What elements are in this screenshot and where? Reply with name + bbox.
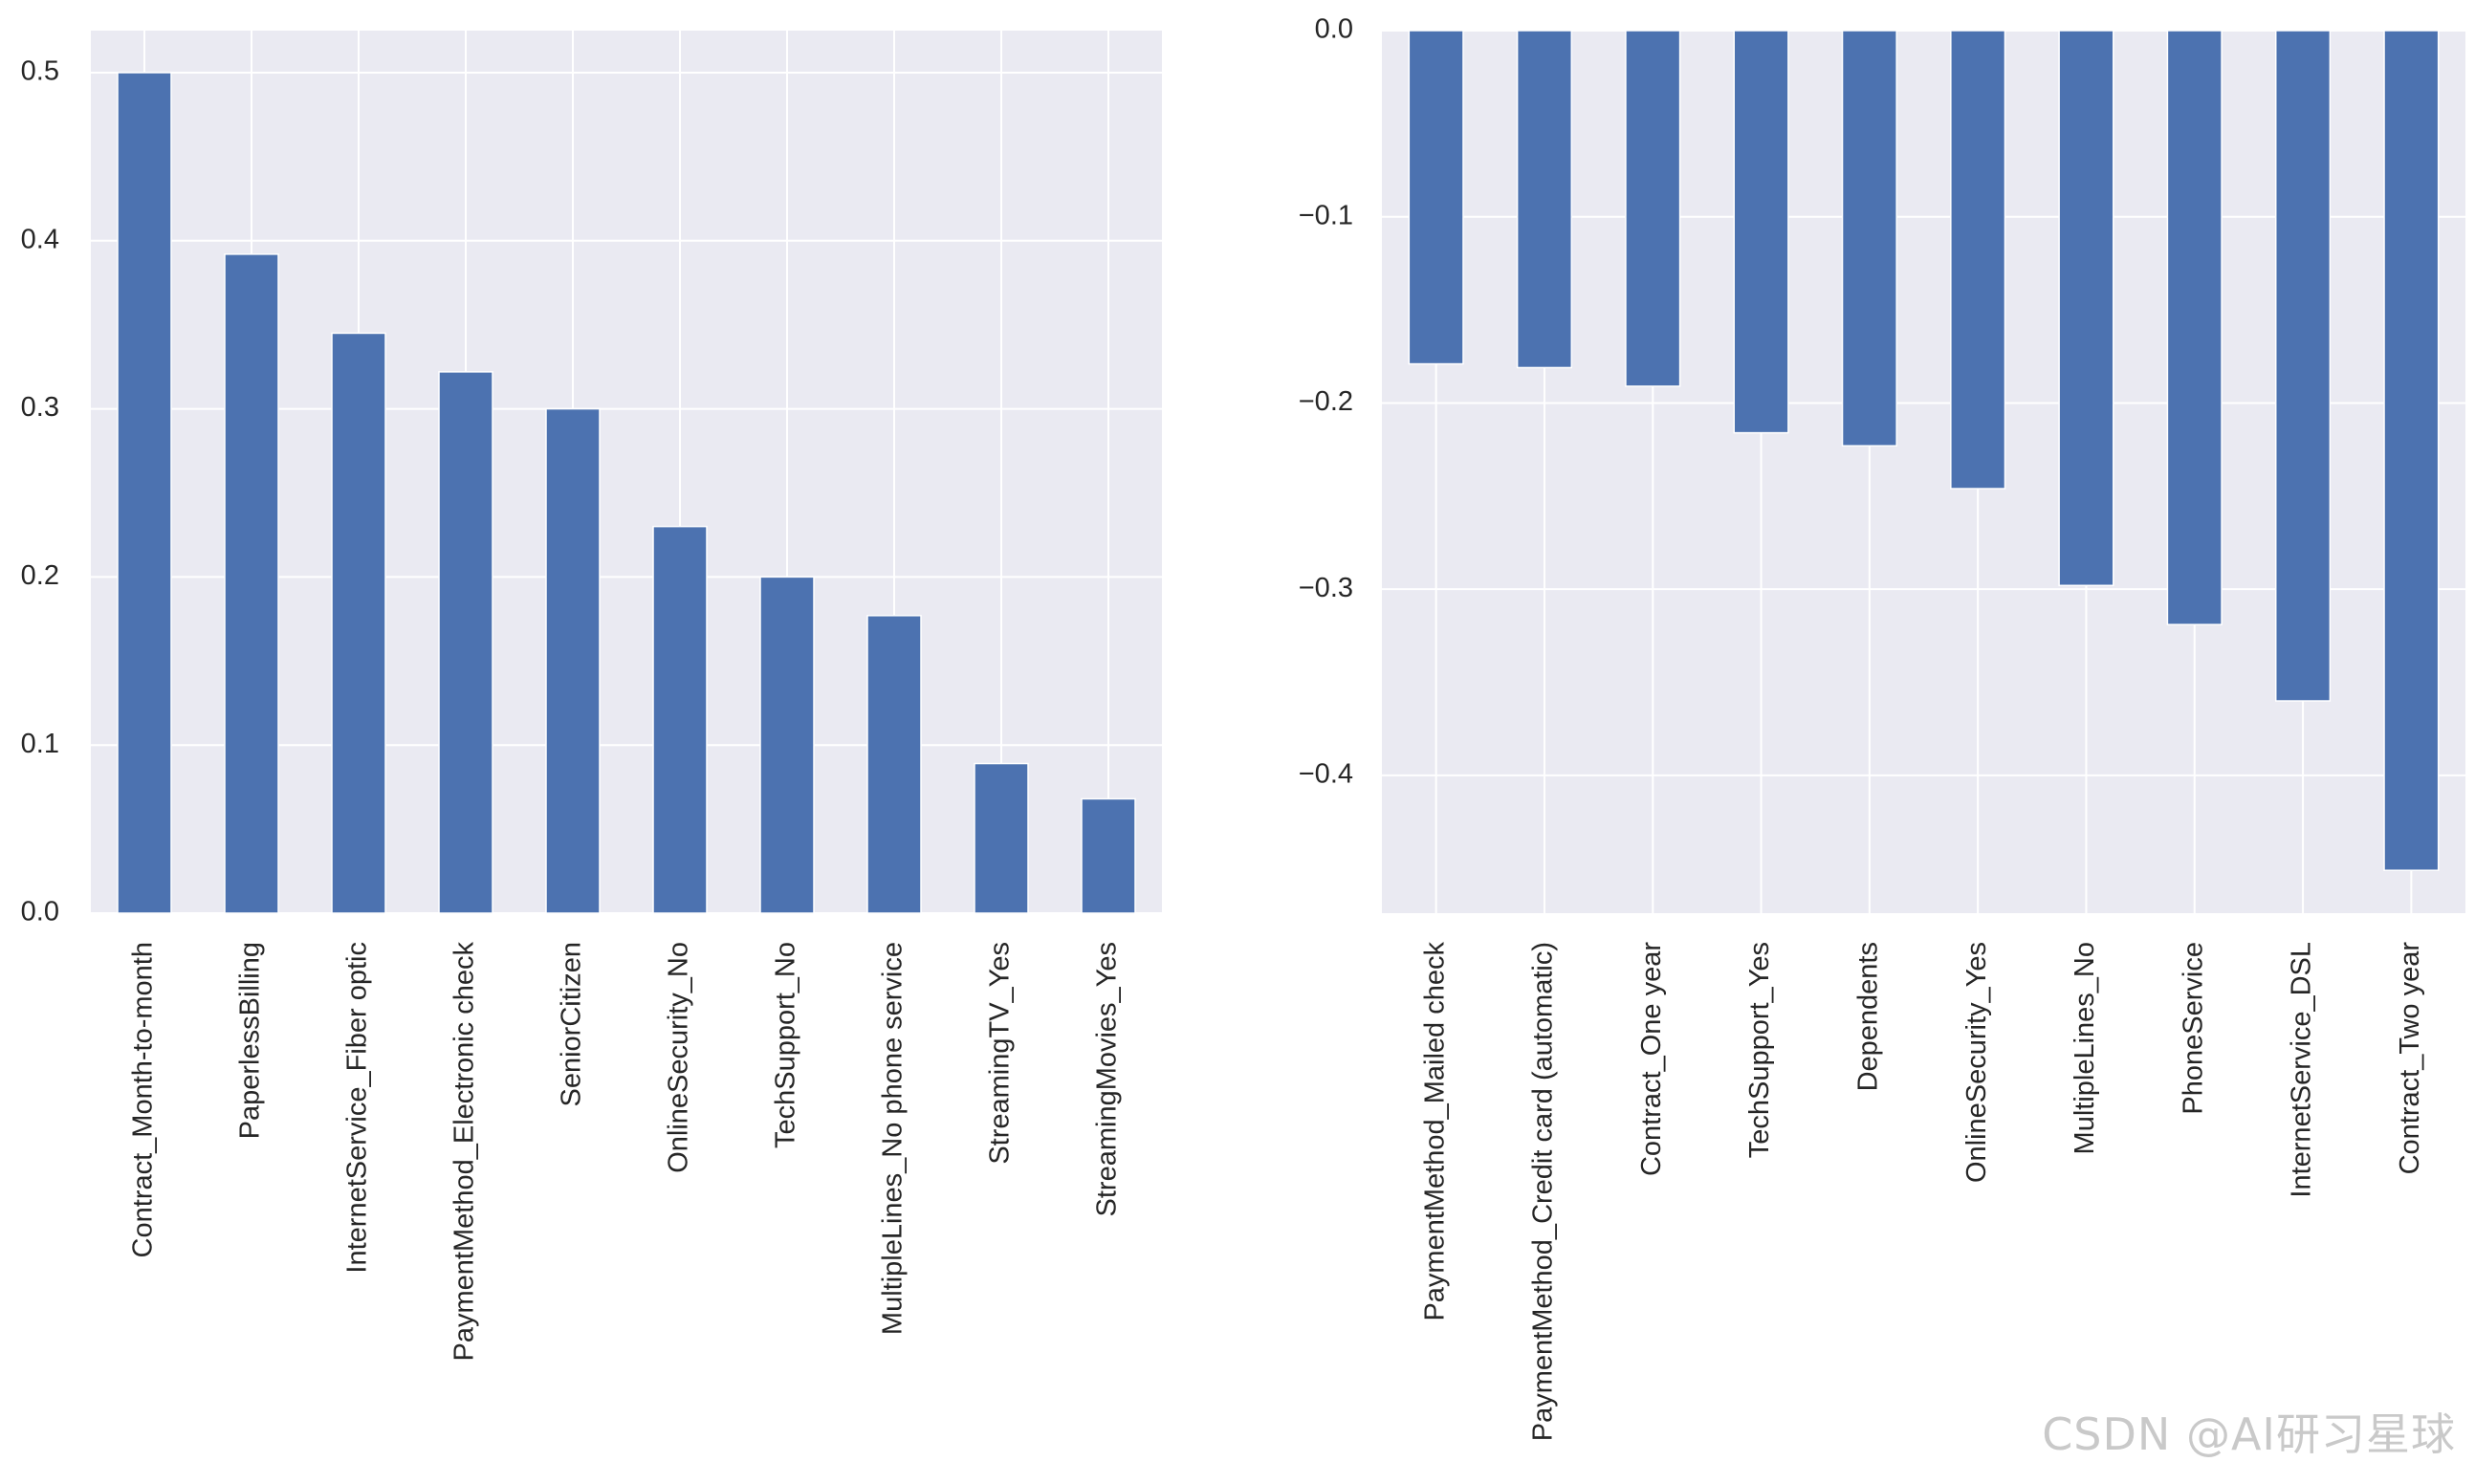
x-tick-label: OnlineSecurity_Yes	[1961, 942, 1992, 1183]
x-tick-label: StreamingMovies_Yes	[1092, 942, 1123, 1216]
y-tick-label: 0.5	[21, 56, 59, 87]
x-tick-label: InternetService_DSL	[2287, 942, 2317, 1198]
y-tick-label: −0.4	[1299, 759, 1353, 790]
x-tick-label: MultipleLines_No phone service	[878, 942, 909, 1335]
x-tick-label: OnlineSecurity_No	[664, 942, 694, 1173]
bar-onlinesecurity-yes	[1950, 30, 2006, 490]
x-tick-label: Dependents	[1853, 942, 1884, 1091]
bar-streamingtv-yes	[974, 762, 1029, 914]
bar-streamingmovies-yes	[1081, 797, 1136, 914]
bar-contract-month-to-month	[117, 72, 172, 914]
x-tick-label: TechSupport_Yes	[1744, 942, 1775, 1158]
bar-internetservice-dsl	[2274, 30, 2332, 702]
bar-paymentmethod-mailed-check	[1408, 30, 1464, 365]
watermark-text: CSDN @AI研习星球	[2042, 1408, 2456, 1460]
y-tick-label: 0.2	[21, 560, 59, 591]
bar-onlinesecurity-no	[652, 525, 708, 914]
bar-multiplelines-no	[2058, 30, 2114, 587]
bar-paymentmethod-electronic-check	[438, 371, 493, 914]
bar-paperlessbilling	[224, 253, 279, 914]
y-tick-label: 0.0	[1315, 14, 1353, 45]
x-tick-label: PaymentMethod_Mailed check	[1419, 942, 1450, 1321]
x-tick-label: Contract_One year	[1636, 942, 1667, 1176]
x-tick-label: Contract_Month-to-month	[128, 942, 159, 1257]
x-tick-label: PaymentMethod_Credit card (automatic)	[1528, 942, 1559, 1441]
y-tick-label: 0.1	[21, 729, 59, 759]
bar-techsupport-yes	[1733, 30, 1789, 434]
x-tick-label: Contract_Two year	[2395, 942, 2425, 1175]
x-tick-label: PhoneService	[2178, 942, 2208, 1115]
bar-internetservice-fiber-optic	[331, 332, 386, 914]
x-tick-label: TechSupport_No	[771, 942, 801, 1148]
y-tick-label: −0.2	[1299, 386, 1353, 417]
x-tick-label: PaymentMethod_Electronic check	[449, 942, 480, 1362]
bar-multiplelines-no-phone-service	[866, 615, 922, 914]
y-tick-label: 0.3	[21, 392, 59, 423]
bar-techsupport-no	[759, 576, 815, 914]
bar-phoneservice	[2166, 30, 2223, 625]
positive-correlation-chart: 0.0 0.1 0.2 0.3 0.4 0.5 Contract_Month-to-mont…	[21, 31, 1162, 1361]
y-tick-label: −0.3	[1299, 573, 1353, 603]
y-tick-label: −0.1	[1299, 200, 1353, 230]
x-tick-label: SeniorCitizen	[557, 942, 587, 1106]
bar-paymentmethod-credit-card-automatic-	[1516, 30, 1573, 369]
bar-contract-two-year	[2383, 30, 2440, 871]
x-tick-label: StreamingTV_Yes	[985, 942, 1016, 1165]
bar-seniorcitizen	[545, 407, 601, 914]
bar-dependents	[1841, 30, 1897, 447]
bar-contract-one-year	[1625, 30, 1681, 387]
y-tick-label: 0.4	[21, 224, 59, 254]
x-tick-label: PaperlessBilling	[235, 942, 266, 1139]
x-tick-label: MultipleLines_No	[2070, 942, 2100, 1154]
y-tick-label: 0.0	[21, 897, 59, 928]
negative-correlation-chart: 0.0 −0.1 −0.2 −0.3 −0.4 PaymentMethod_Mailed …	[1299, 14, 2465, 1441]
x-tick-label: InternetService_Fiber optic	[342, 942, 373, 1274]
